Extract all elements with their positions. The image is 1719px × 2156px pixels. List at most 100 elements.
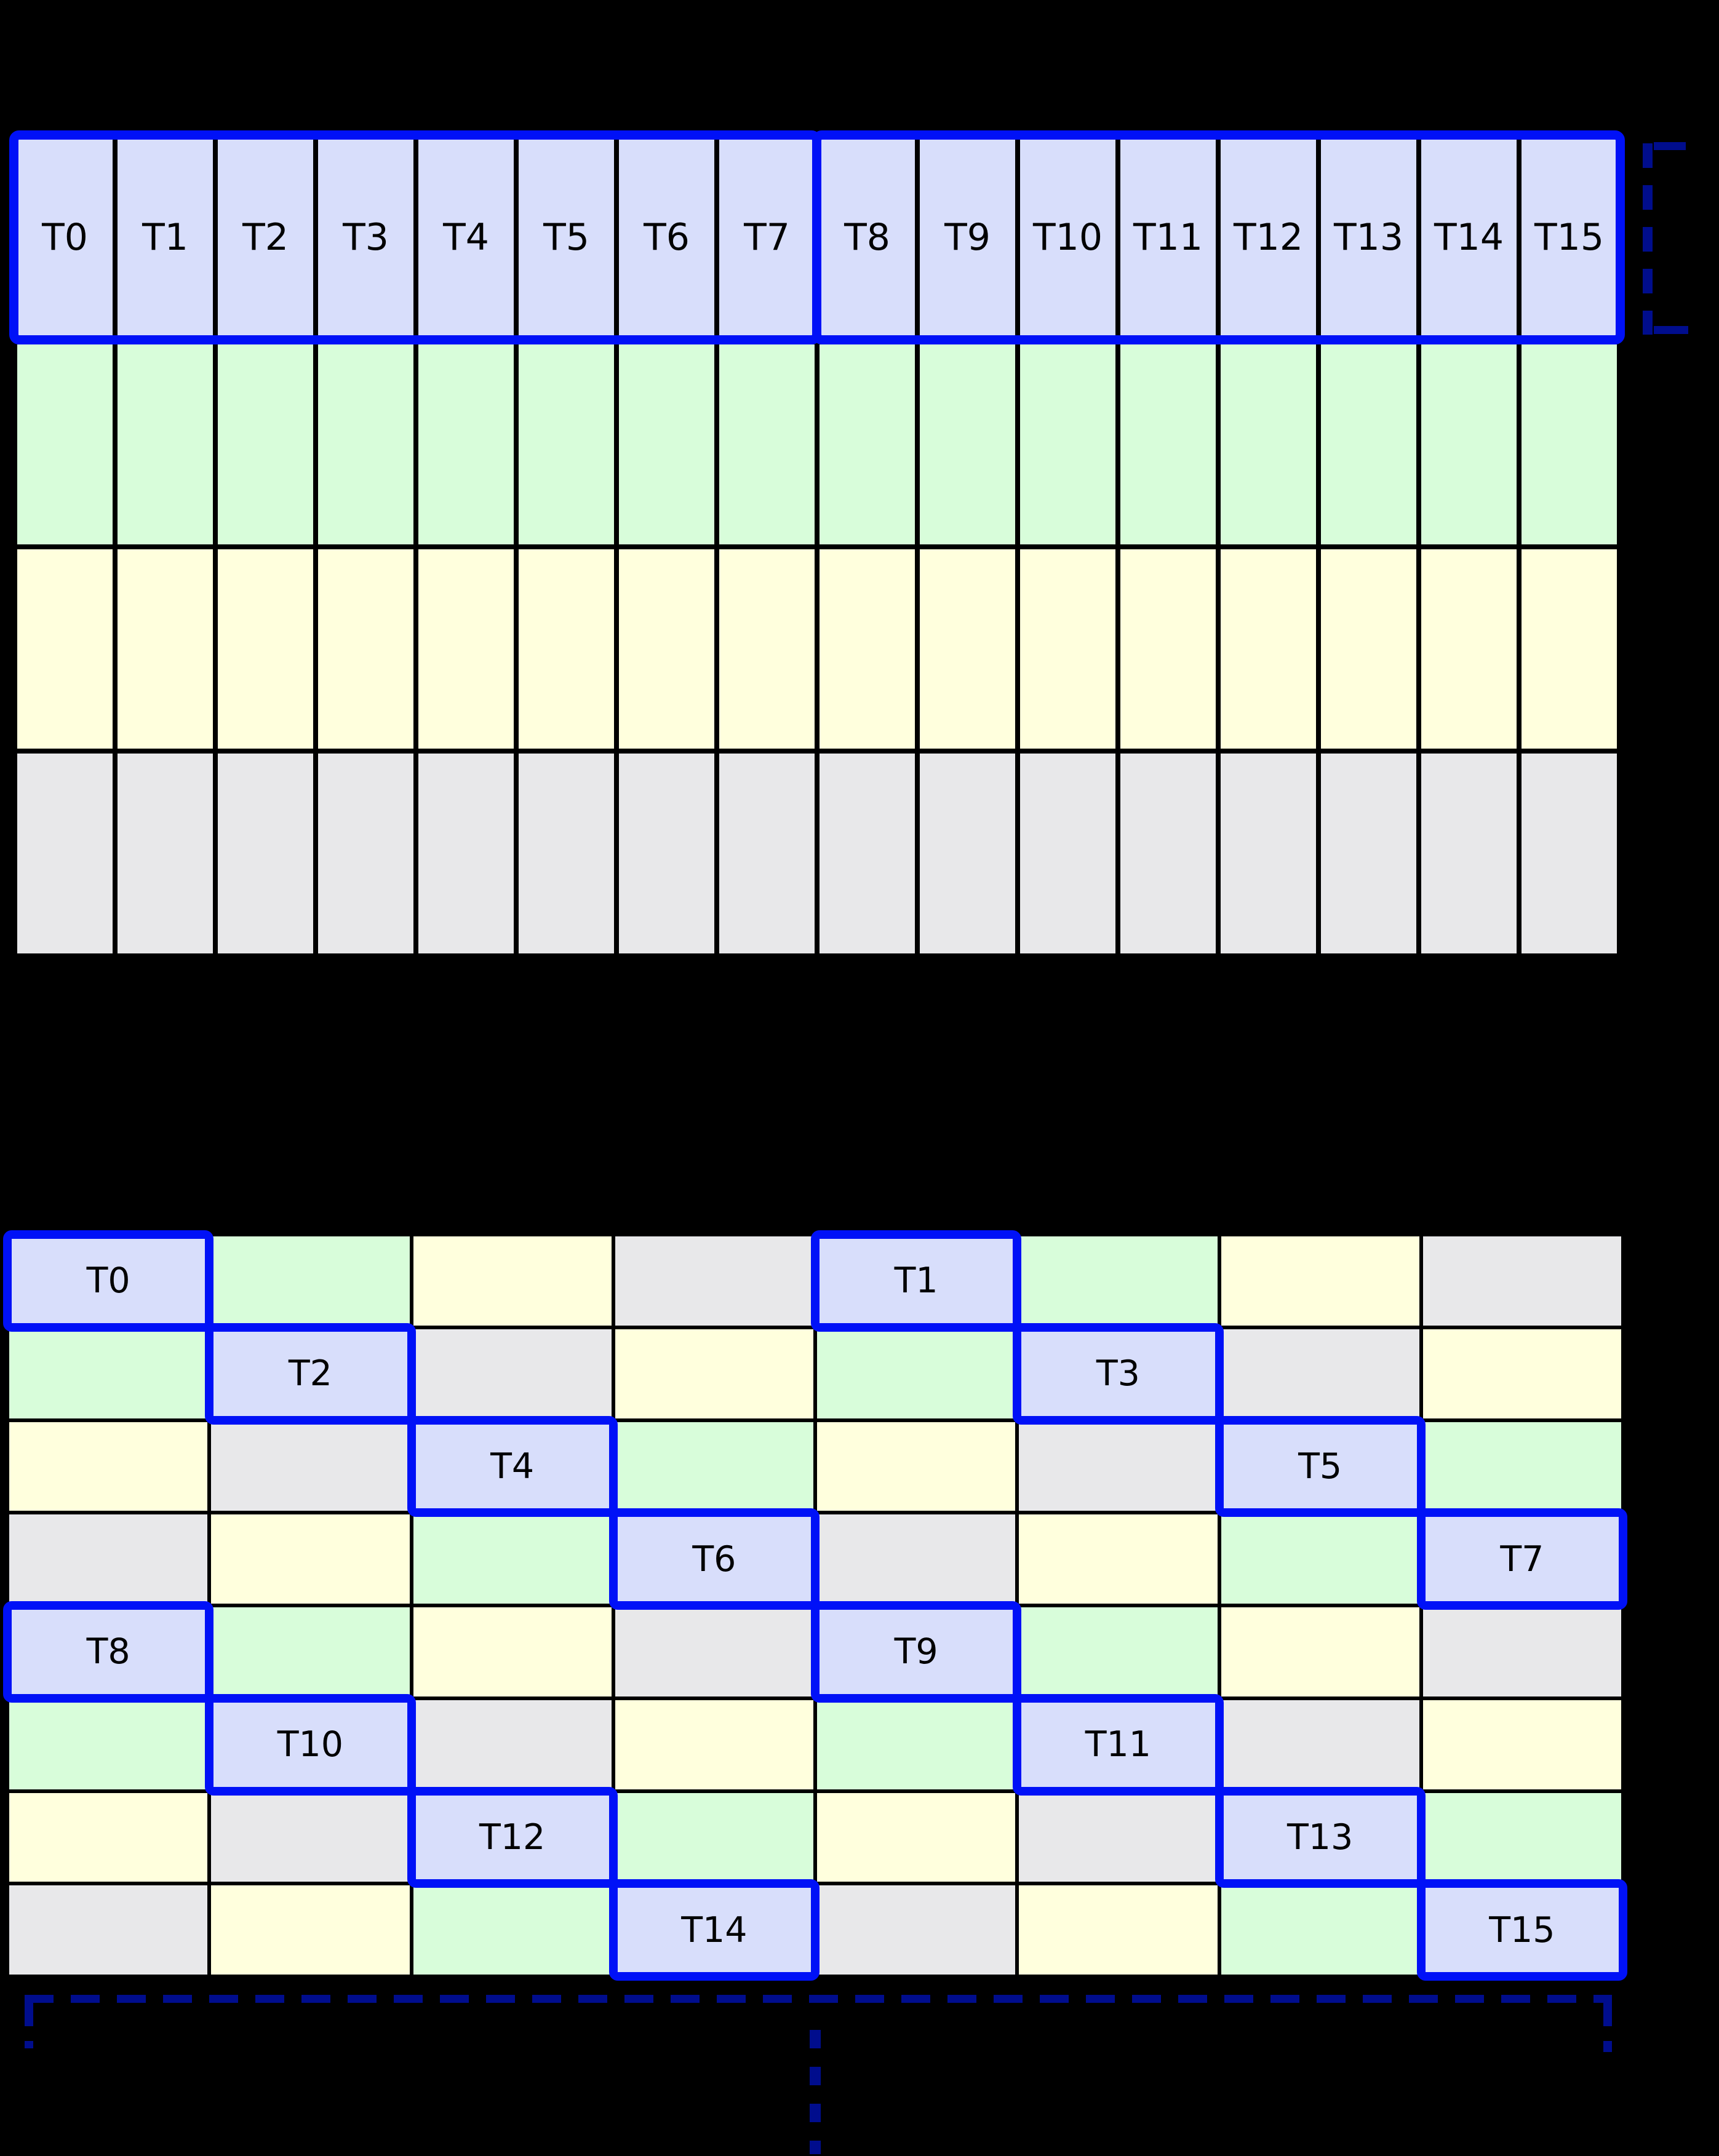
memory-cell	[9, 1700, 208, 1789]
memory-cell	[1019, 1885, 1218, 1975]
thread-label: T8	[844, 216, 890, 259]
memory-cell	[118, 344, 213, 544]
memory-cell	[615, 1792, 813, 1882]
thread-label: T2	[242, 216, 289, 259]
thread-label: T4	[490, 1446, 535, 1487]
thread-label: T1	[142, 216, 188, 259]
memory-cell	[1120, 754, 1216, 953]
thread-label: T7	[1500, 1538, 1544, 1580]
memory-cell	[211, 1236, 410, 1326]
memory-cell	[619, 549, 714, 749]
memory-cell	[1020, 344, 1115, 544]
thread-cell: T14	[1421, 140, 1517, 335]
grid-bracket-dashed-line	[25, 1995, 1612, 2003]
thread-cell: T4	[418, 140, 514, 335]
memory-cell	[1221, 344, 1316, 544]
memory-cell	[1422, 1236, 1621, 1326]
thread-cell: T1	[811, 1230, 1022, 1332]
memory-cell	[820, 754, 915, 953]
memory-cell	[118, 754, 213, 953]
memory-cell	[1221, 1700, 1419, 1789]
memory-cell	[615, 1236, 813, 1326]
memory-cell	[817, 1700, 1016, 1789]
thread-cell: T9	[920, 140, 1015, 335]
thread-cell: T10	[205, 1693, 416, 1796]
memory-cell	[9, 1514, 208, 1604]
thread-label: T6	[644, 216, 690, 259]
memory-cell	[118, 549, 213, 749]
memory-cell	[211, 1792, 410, 1882]
thread-label: T11	[1133, 216, 1203, 259]
thread-cell: T15	[1416, 1879, 1627, 1981]
memory-cell	[17, 754, 113, 953]
memory-cell	[1421, 754, 1517, 953]
memory-cell	[9, 1792, 208, 1882]
memory-cell	[218, 344, 313, 544]
memory-cell	[218, 549, 313, 749]
memory-cell	[413, 1700, 612, 1789]
memory-cell	[519, 344, 614, 544]
data-rows	[17, 344, 1617, 953]
thread-cell: T2	[205, 1323, 416, 1425]
memory-cell	[1522, 344, 1617, 544]
row-bracket-top-arm	[1654, 142, 1686, 150]
thread-label: T12	[479, 1816, 546, 1858]
memory-cell	[1019, 1792, 1218, 1882]
memory-cell	[9, 1885, 208, 1975]
thread-cell: T10	[1020, 140, 1115, 335]
memory-cell	[920, 344, 1015, 544]
memory-cell	[17, 344, 113, 544]
memory-cell	[1120, 344, 1216, 544]
memory-cell	[318, 549, 413, 749]
upper-memory-grid: T0 T1 T2 T3 T4 T5 T6 T7 T8 T9 T10 T11 T12 T13 T14 T15	[9, 130, 1625, 957]
memory-cell	[1422, 1700, 1621, 1789]
memory-cell	[218, 754, 313, 953]
memory-cell	[1019, 1422, 1218, 1511]
memory-cell	[1421, 344, 1517, 544]
thread-label: T14	[1434, 216, 1504, 259]
memory-cell	[1421, 549, 1517, 749]
memory-cell	[1422, 1607, 1621, 1697]
thread-cell: T15	[1522, 140, 1617, 335]
thread-cell: T3	[318, 140, 413, 335]
memory-cell	[413, 1329, 612, 1418]
thread-cell: T11	[1120, 140, 1216, 335]
memory-cell	[817, 1329, 1016, 1418]
memory-cell	[615, 1422, 813, 1511]
thread-cell: T7	[719, 140, 815, 335]
memory-cell	[920, 549, 1015, 749]
thread-cell: T1	[118, 140, 213, 335]
memory-cell	[817, 1792, 1016, 1882]
memory-cell	[1321, 344, 1416, 544]
grid-bracket-left-tick	[25, 2003, 33, 2048]
memory-cell	[719, 754, 815, 953]
thread-label: T3	[343, 216, 389, 259]
memory-cell	[413, 1236, 612, 1326]
memory-cell	[211, 1422, 410, 1511]
memory-cell	[817, 1514, 1016, 1604]
memory-cell	[418, 754, 514, 953]
thread-cell: T12	[407, 1786, 618, 1888]
memory-cell	[619, 344, 714, 544]
thread-cell: T7	[1416, 1508, 1627, 1610]
memory-cell	[318, 754, 413, 953]
memory-cell	[817, 1422, 1016, 1511]
thread-cell: T6	[608, 1508, 820, 1610]
memory-cell	[1221, 549, 1316, 749]
thread-label: T11	[1085, 1724, 1152, 1765]
memory-cell	[817, 1885, 1016, 1975]
thread-cell: T0	[17, 140, 113, 335]
thread-cell: T14	[608, 1879, 820, 1981]
memory-cell	[318, 344, 413, 544]
memory-cell	[1522, 754, 1617, 953]
thread-label: T3	[1096, 1353, 1140, 1394]
thread-label: T0	[42, 216, 88, 259]
memory-cell	[413, 1607, 612, 1697]
thread-label: T8	[86, 1631, 130, 1673]
row-bracket-bottom-arm	[1654, 326, 1688, 334]
memory-cell	[1019, 1607, 1218, 1697]
thread-label: T9	[894, 1631, 938, 1673]
thread-label: T15	[1534, 216, 1604, 259]
memory-cell	[1321, 754, 1416, 953]
